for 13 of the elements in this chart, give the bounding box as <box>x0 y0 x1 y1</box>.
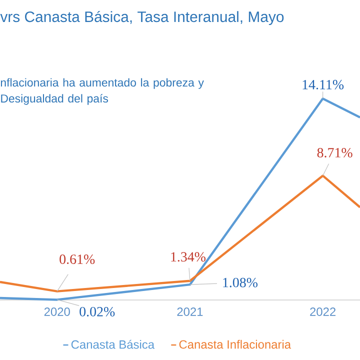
data-label: 14.11% <box>302 80 344 90</box>
data-label: 1.08% <box>223 278 258 288</box>
chart-title: vrs Canasta Básica, Tasa Interanual, Mayo <box>0 10 284 26</box>
legend-label: Canasta Básica <box>71 340 155 349</box>
x-tick-label: 2020 <box>44 308 70 316</box>
data-label: 1.34% <box>171 252 206 262</box>
data-label: 0.61% <box>60 254 95 264</box>
data-label: 0.02% <box>80 306 115 316</box>
data-label: 8.71% <box>317 148 352 158</box>
annotation: nflacionaria ha aumentado la pobreza y Desigualdad del país <box>0 78 204 105</box>
legend-label: Canasta Inflacionaria <box>179 340 292 349</box>
x-tick-label: 2021 <box>177 308 203 316</box>
x-tick-label: 2022 <box>310 308 336 316</box>
